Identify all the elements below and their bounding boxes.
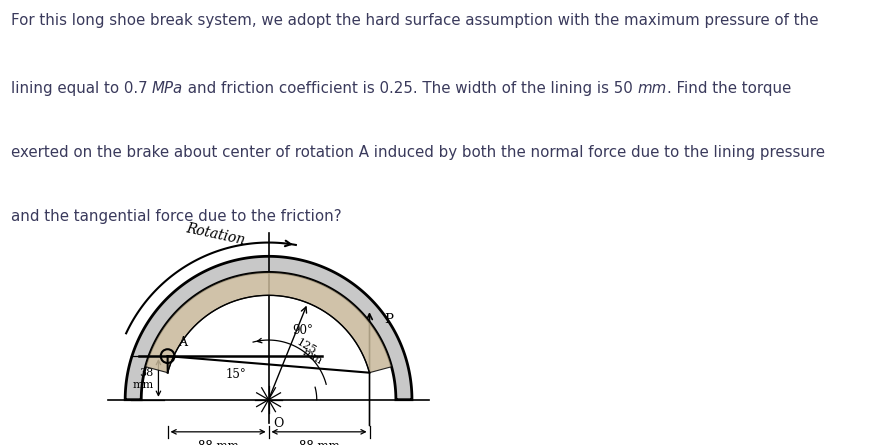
Text: mm: mm: [637, 81, 667, 96]
Text: exerted on the brake about center of rotation A induced by both the normal force: exerted on the brake about center of rot…: [11, 145, 825, 160]
Text: and the tangential force due to the friction?: and the tangential force due to the fric…: [11, 209, 341, 224]
Text: 90°: 90°: [292, 324, 314, 337]
Text: mm: mm: [132, 380, 154, 390]
Text: P: P: [384, 313, 394, 326]
Text: 88 mm: 88 mm: [299, 440, 340, 445]
Text: and friction coefficient is 0.25. The width of the lining is 50: and friction coefficient is 0.25. The wi…: [183, 81, 637, 96]
Text: Rotation: Rotation: [185, 221, 246, 247]
Text: 38: 38: [140, 368, 154, 378]
Text: mm: mm: [300, 347, 324, 366]
Text: MPa: MPa: [152, 81, 183, 96]
Text: lining equal to 0.7: lining equal to 0.7: [11, 81, 152, 96]
Text: For this long shoe break system, we adopt the hard surface assumption with the m: For this long shoe break system, we adop…: [11, 13, 818, 28]
Text: A: A: [178, 336, 187, 349]
Polygon shape: [125, 256, 412, 400]
Text: . Find the torque: . Find the torque: [667, 81, 791, 96]
Text: 15°: 15°: [226, 368, 247, 381]
Text: 88 mm: 88 mm: [197, 440, 238, 445]
Text: O: O: [273, 417, 284, 430]
Polygon shape: [146, 272, 391, 373]
Text: 125: 125: [294, 337, 318, 357]
